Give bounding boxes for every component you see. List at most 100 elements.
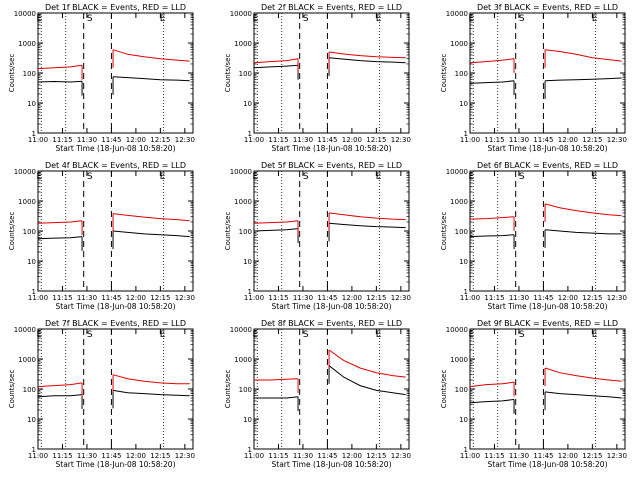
- x-tick-label: 11:00: [28, 136, 48, 144]
- series-lld-line: [37, 220, 83, 224]
- series-lld-line: [469, 381, 515, 388]
- x-tick-label: 11:30: [293, 136, 313, 144]
- series-lld-line: [113, 213, 190, 222]
- series-lld-line: [544, 367, 622, 382]
- start-marker-label: S: [87, 172, 93, 182]
- detector-panel: Det 6f BLACK = Events, RED = LLD 1 10 100 10…: [440, 161, 627, 311]
- y-axis-label: Counts/sec: [440, 212, 448, 251]
- y-tick-label: 10: [459, 258, 468, 266]
- start-marker-label: S: [519, 172, 525, 182]
- x-tick-label: 11:15: [484, 294, 504, 302]
- y-tick-label: 1000: [18, 356, 36, 364]
- end-marker-label: E: [468, 14, 474, 24]
- x-tick-label: 12:30: [175, 136, 195, 144]
- series-events-line: [545, 391, 622, 399]
- y-axis-label: Counts/sec: [224, 212, 232, 251]
- x-tick-label: 12:15: [582, 136, 602, 144]
- y-tick-label: 100: [23, 70, 36, 78]
- end-marker-label: E: [160, 14, 166, 24]
- detector-panel: Det 7f BLACK = Events, RED = LLD 1 10 100 10…: [8, 319, 195, 469]
- y-tick-label: 10: [27, 416, 36, 424]
- x-tick-label: 11:45: [317, 136, 337, 144]
- x-axis-label: Start Time (18-Jun-08 10:58:20): [272, 460, 392, 469]
- x-tick-label: 12:15: [366, 136, 386, 144]
- x-tick-label: 11:45: [533, 452, 553, 460]
- x-tick-label: 12:15: [582, 452, 602, 460]
- y-tick-label: 1000: [450, 356, 468, 364]
- x-axis-label: Start Time (18-Jun-08 10:58:20): [272, 144, 392, 153]
- x-tick-label: 11:00: [28, 452, 48, 460]
- y-tick-label: 1: [464, 446, 468, 454]
- x-tick-label: 12:30: [175, 452, 195, 460]
- y-tick-label: 100: [23, 228, 36, 236]
- x-tick-label: 12:00: [126, 294, 146, 302]
- series-events-line: [469, 234, 515, 238]
- series-lld-line: [37, 382, 83, 388]
- x-tick-label: 12:00: [558, 294, 578, 302]
- x-tick-label: 11:30: [77, 452, 97, 460]
- x-tick-label: 11:15: [52, 452, 72, 460]
- detector-panel: Det 3f BLACK = Events, RED = LLD 1 10 100 10…: [440, 3, 627, 153]
- x-tick-label: 12:00: [342, 452, 362, 460]
- start-marker-label: S: [519, 14, 525, 24]
- series-events-line: [329, 222, 406, 229]
- x-tick-label: 11:30: [77, 136, 97, 144]
- x-tick-label: 12:30: [607, 452, 627, 460]
- series-events-line: [469, 398, 515, 404]
- panel-title: Det 6f BLACK = Events, RED = LLD: [477, 161, 618, 170]
- x-tick-label: 11:15: [268, 136, 288, 144]
- y-tick-label: 10000: [446, 10, 468, 18]
- detector-panel: Det 9f BLACK = Events, RED = LLD 1 10 100 10…: [440, 319, 627, 469]
- detector-panel: Det 8f BLACK = Events, RED = LLD 1 10 100 10…: [224, 319, 411, 469]
- y-tick-label: 100: [239, 228, 252, 236]
- y-tick-label: 1: [32, 130, 36, 138]
- end-marker-label: E: [36, 14, 42, 24]
- x-tick-label: 12:00: [558, 136, 578, 144]
- plot-frame: [253, 12, 410, 134]
- y-tick-label: 1000: [450, 198, 468, 206]
- end-marker-label: E: [592, 330, 598, 340]
- plot-frame: [37, 328, 194, 450]
- x-tick-label: 11:00: [460, 452, 480, 460]
- y-tick-label: 1000: [234, 356, 252, 364]
- end-marker-label: E: [468, 172, 474, 182]
- y-tick-label: 10000: [230, 326, 252, 334]
- x-tick-label: 11:45: [533, 136, 553, 144]
- start-marker-label: S: [87, 14, 93, 24]
- y-tick-label: 100: [23, 386, 36, 394]
- y-axis-label: Counts/sec: [8, 212, 16, 251]
- y-tick-label: 1: [248, 446, 252, 454]
- y-tick-label: 1: [32, 288, 36, 296]
- series-events-line: [253, 228, 299, 232]
- x-tick-label: 11:15: [52, 294, 72, 302]
- x-tick-label: 11:00: [28, 294, 48, 302]
- x-tick-label: 12:30: [607, 294, 627, 302]
- x-tick-label: 11:30: [77, 294, 97, 302]
- series-lld-line: [469, 58, 515, 64]
- x-axis-label: Start Time (18-Jun-08 10:58:20): [56, 460, 176, 469]
- plot-frame: [253, 170, 410, 292]
- x-tick-label: 11:45: [317, 294, 337, 302]
- y-tick-label: 10000: [14, 326, 36, 334]
- x-tick-label: 12:15: [366, 452, 386, 460]
- y-tick-label: 1: [248, 130, 252, 138]
- series-lld-line: [112, 49, 190, 62]
- panel-title: Det 4f BLACK = Events, RED = LLD: [45, 161, 186, 170]
- x-tick-label: 12:00: [342, 294, 362, 302]
- y-tick-label: 10000: [446, 326, 468, 334]
- y-tick-label: 10: [459, 100, 468, 108]
- x-axis-label: Start Time (18-Jun-08 10:58:20): [488, 302, 608, 311]
- x-tick-label: 12:15: [150, 136, 170, 144]
- x-tick-label: 11:00: [244, 452, 264, 460]
- y-tick-label: 1000: [234, 40, 252, 48]
- x-tick-label: 11:15: [268, 452, 288, 460]
- series-lld-line: [328, 349, 406, 378]
- x-tick-label: 12:15: [150, 294, 170, 302]
- series-events-line: [253, 64, 299, 69]
- y-tick-label: 10: [243, 258, 252, 266]
- series-lld-line: [545, 49, 622, 62]
- end-marker-label: E: [36, 330, 42, 340]
- start-marker-label: S: [303, 172, 309, 182]
- panel-title: Det 5f BLACK = Events, RED = LLD: [261, 161, 402, 170]
- x-tick-label: 12:00: [126, 452, 146, 460]
